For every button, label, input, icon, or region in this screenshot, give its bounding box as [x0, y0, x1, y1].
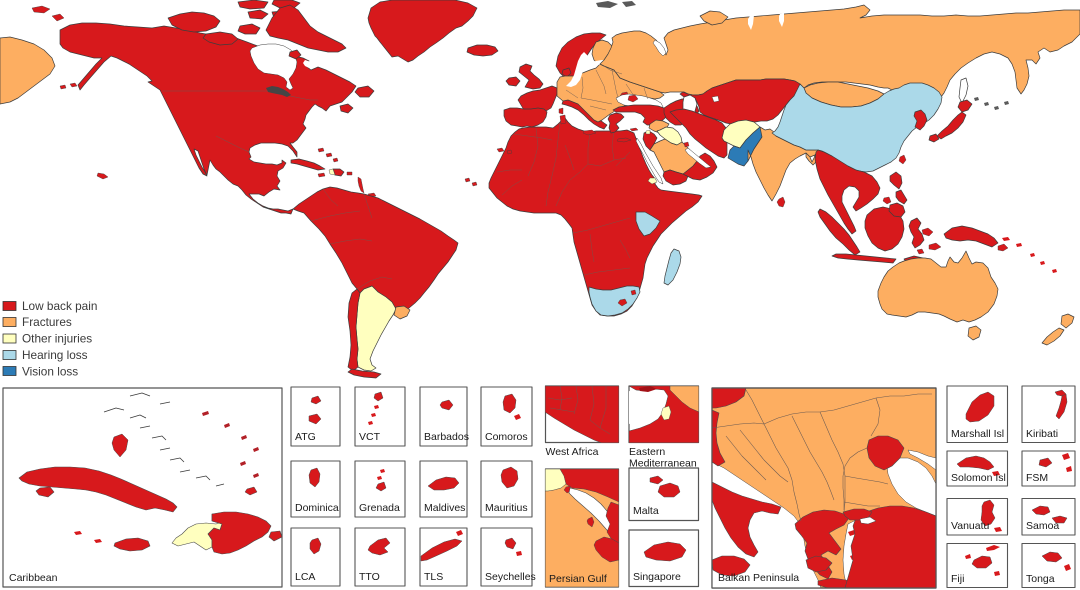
svg-text:Barbados: Barbados: [424, 431, 469, 443]
svg-text:FSM: FSM: [1026, 472, 1048, 484]
svg-text:Other injuries: Other injuries: [22, 332, 92, 346]
svg-text:Marshall Isl: Marshall Isl: [951, 428, 1004, 440]
svg-text:Tonga: Tonga: [1026, 573, 1055, 585]
svg-text:Dominica: Dominica: [295, 502, 339, 514]
svg-text:Grenada: Grenada: [359, 502, 400, 514]
svg-text:Hearing loss: Hearing loss: [22, 348, 88, 362]
svg-text:Singapore: Singapore: [633, 571, 681, 583]
svg-text:Mediterranean: Mediterranean: [629, 458, 697, 470]
svg-text:Samoa: Samoa: [1026, 520, 1059, 532]
svg-text:TLS: TLS: [424, 571, 443, 583]
svg-text:TTO: TTO: [359, 571, 380, 583]
svg-text:Solomon Isl: Solomon Isl: [951, 472, 1006, 484]
svg-text:West Africa: West Africa: [546, 446, 599, 458]
svg-text:Persian Gulf: Persian Gulf: [549, 573, 607, 585]
svg-text:Vanuatu: Vanuatu: [951, 520, 989, 532]
svg-text:Mauritius: Mauritius: [485, 502, 528, 514]
svg-text:Kiribati: Kiribati: [1026, 428, 1058, 440]
svg-text:Maldives: Maldives: [424, 502, 465, 514]
svg-text:Malta: Malta: [633, 505, 659, 517]
svg-text:LCA: LCA: [295, 571, 315, 583]
svg-text:VCT: VCT: [359, 431, 381, 443]
svg-text:Comoros: Comoros: [485, 431, 528, 443]
svg-text:Fractures: Fractures: [22, 315, 72, 329]
svg-text:Fiji: Fiji: [951, 573, 964, 585]
svg-text:ATG: ATG: [295, 431, 316, 443]
svg-text:Caribbean: Caribbean: [9, 572, 58, 584]
svg-text:Balkan Peninsula: Balkan Peninsula: [718, 572, 799, 584]
svg-text:Eastern: Eastern: [629, 446, 665, 458]
svg-text:Vision loss: Vision loss: [22, 365, 78, 379]
svg-text:Seychelles: Seychelles: [485, 571, 536, 583]
svg-text:Low back pain: Low back pain: [22, 299, 97, 313]
